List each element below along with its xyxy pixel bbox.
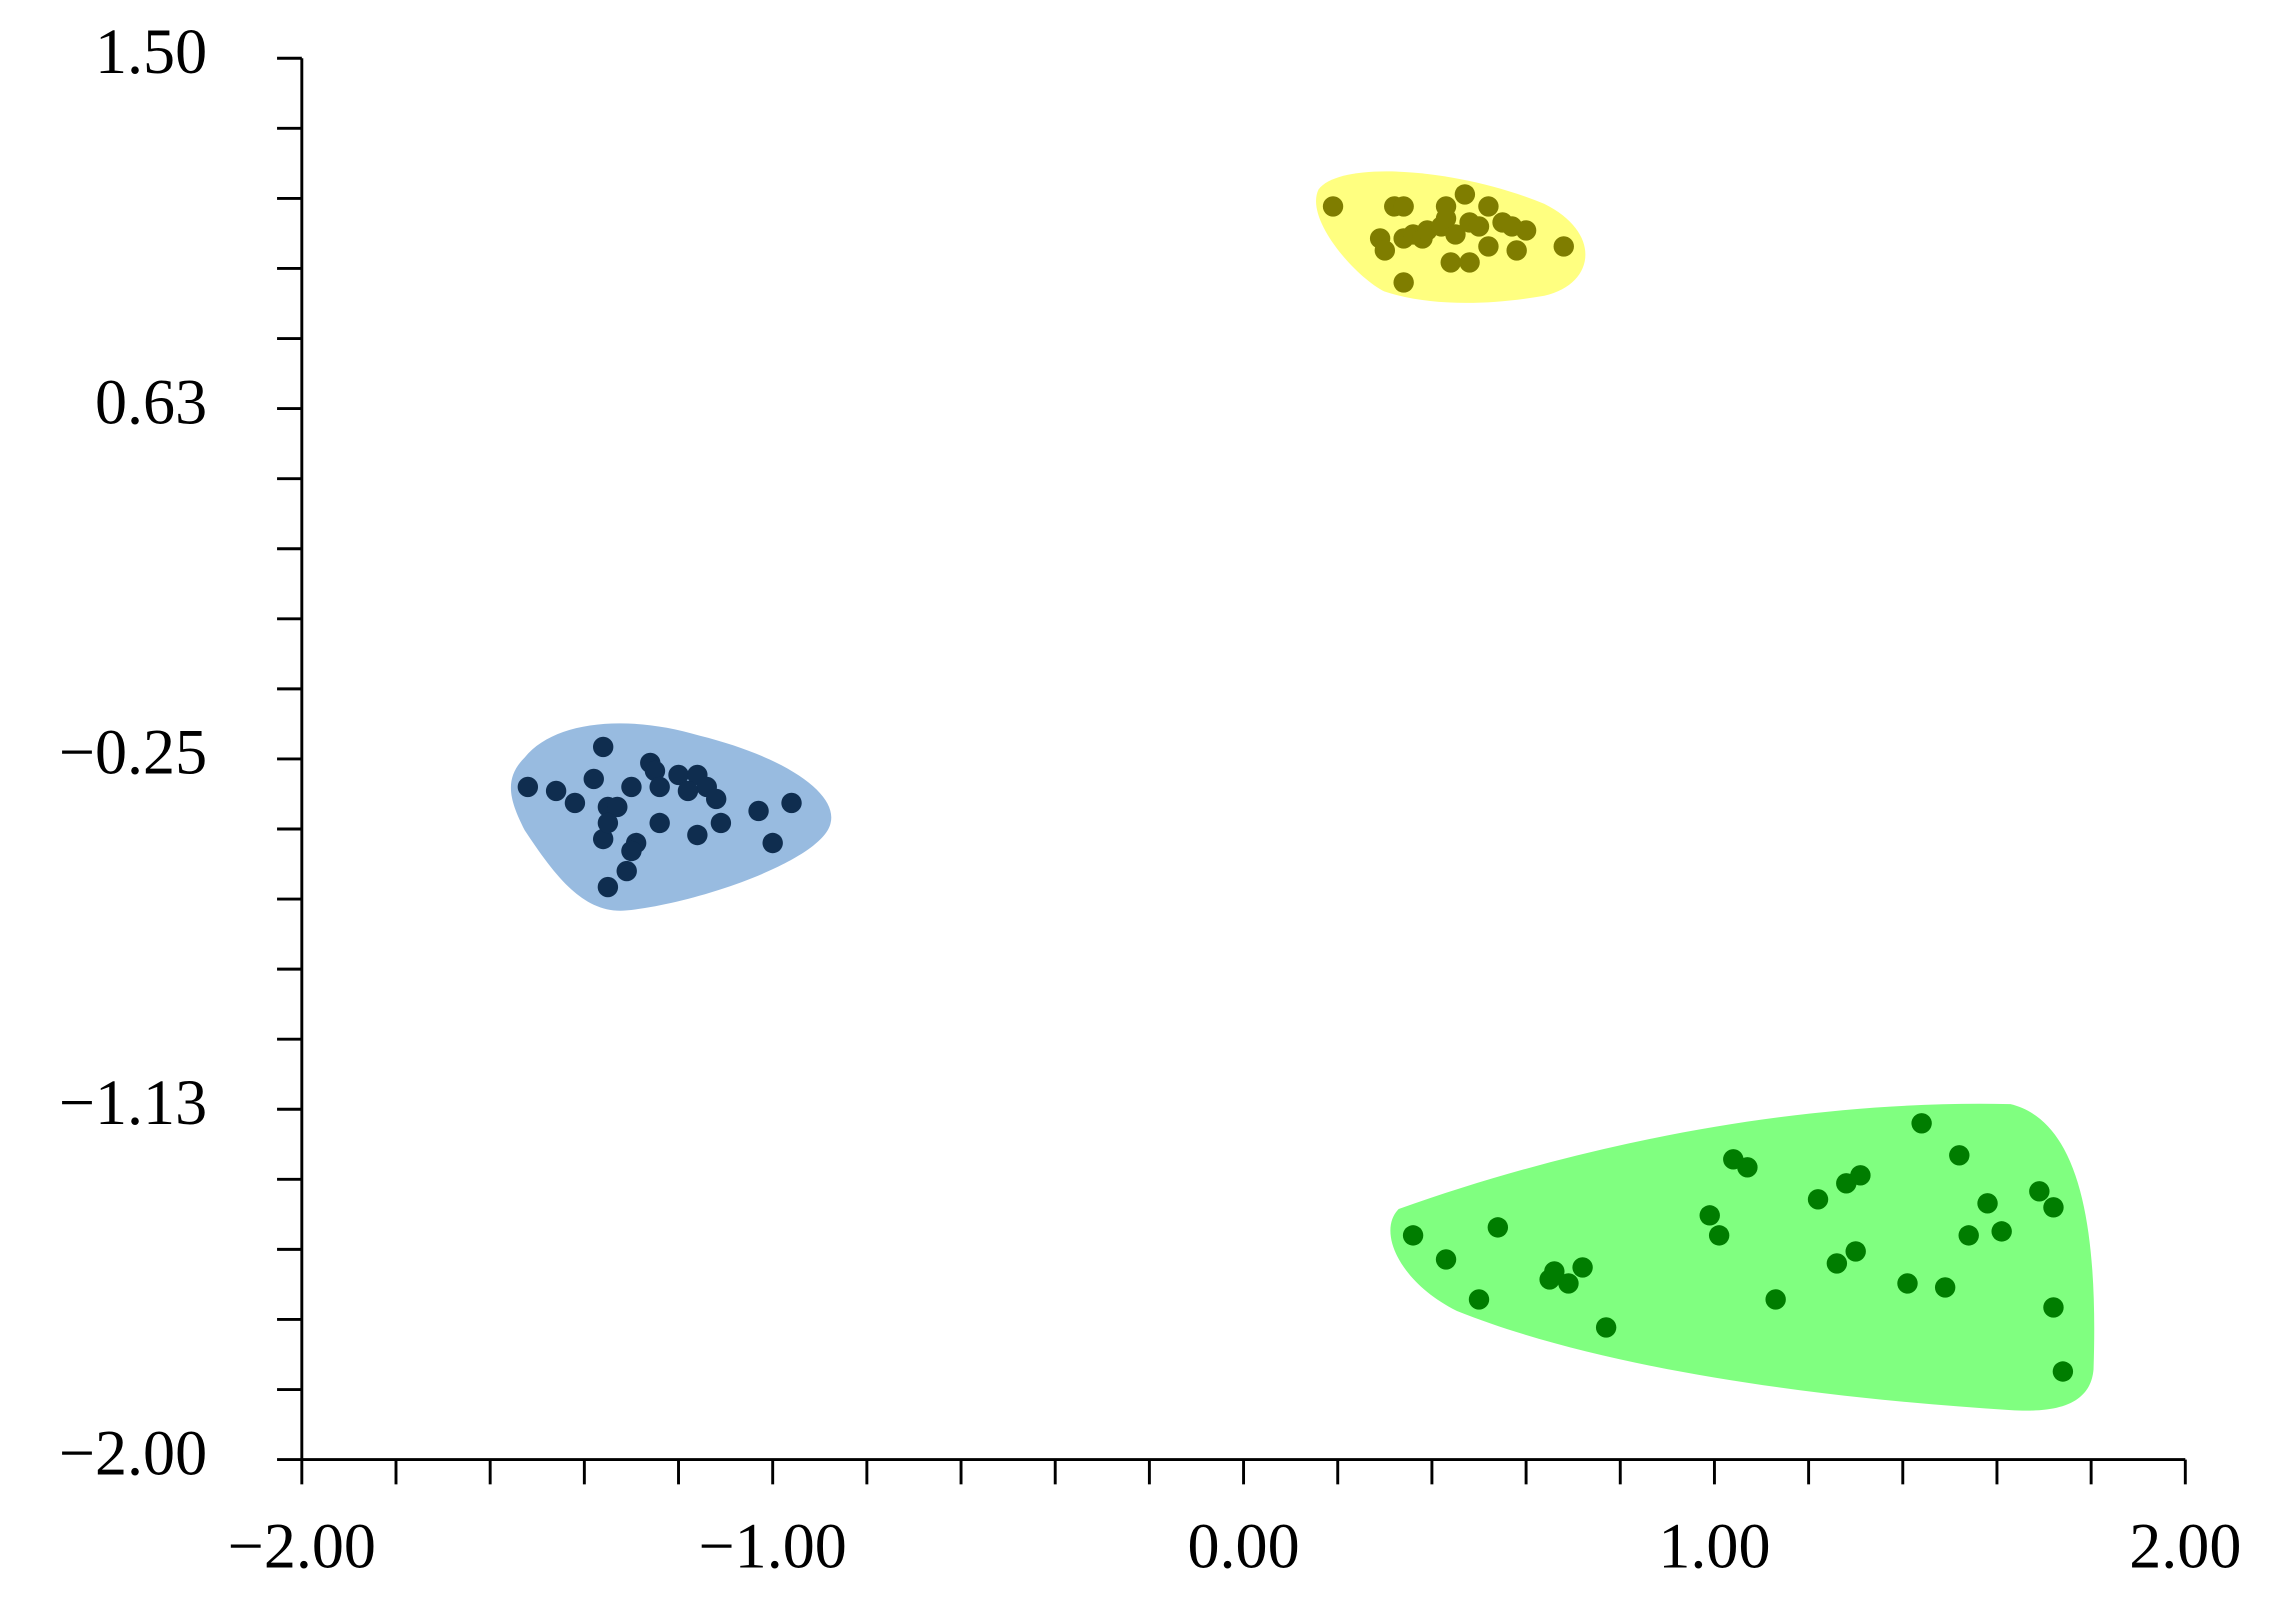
- point: [649, 812, 670, 834]
- point: [781, 792, 802, 814]
- point: [597, 812, 619, 834]
- point: [621, 776, 642, 798]
- point: [597, 876, 619, 898]
- point: [1977, 1193, 1998, 1214]
- point: [762, 832, 783, 854]
- point: [1393, 196, 1414, 217]
- point: [592, 736, 614, 758]
- point: [517, 776, 539, 798]
- point: [2029, 1181, 2050, 1202]
- point: [649, 776, 670, 798]
- point: [1454, 184, 1476, 205]
- x-tick-label: −2.00: [228, 1511, 376, 1582]
- point: [2043, 1197, 2064, 1218]
- point: [705, 788, 727, 810]
- point: [1402, 1225, 1424, 1246]
- point: [1506, 240, 1527, 261]
- point: [2043, 1297, 2064, 1318]
- point: [748, 800, 769, 822]
- point: [1991, 1221, 2012, 1242]
- point: [668, 764, 689, 786]
- point: [1544, 1261, 1565, 1282]
- y-tick-label: 0.63: [95, 366, 207, 437]
- point: [1468, 216, 1490, 237]
- cluster-region: [1390, 1103, 2095, 1411]
- point: [1737, 1157, 1758, 1178]
- point: [1699, 1205, 1720, 1226]
- x-tick-label: 1.00: [1658, 1511, 1770, 1582]
- point: [1322, 196, 1344, 217]
- point: [1934, 1277, 1956, 1298]
- point: [687, 824, 708, 846]
- point: [1468, 1289, 1490, 1310]
- point: [644, 760, 666, 782]
- point: [1765, 1289, 1786, 1310]
- point: [1958, 1225, 1979, 1246]
- point: [710, 812, 732, 834]
- point: [1440, 252, 1461, 273]
- point: [1435, 1249, 1457, 1270]
- point: [1445, 224, 1466, 245]
- point: [1374, 240, 1396, 261]
- point: [1708, 1225, 1730, 1246]
- point: [2052, 1361, 2074, 1382]
- point: [1949, 1145, 1970, 1166]
- point: [1845, 1241, 1866, 1262]
- x-tick-label: −1.00: [699, 1511, 847, 1582]
- point: [592, 828, 614, 850]
- point: [1487, 1217, 1509, 1238]
- point: [1553, 236, 1574, 257]
- point: [1459, 252, 1480, 273]
- y-tick-label: −2.00: [59, 1417, 207, 1488]
- point: [621, 840, 642, 862]
- point: [1478, 236, 1499, 257]
- x-tick-label: 0.00: [1187, 1511, 1299, 1582]
- y-tick-label: −1.13: [59, 1067, 207, 1138]
- point: [616, 860, 637, 882]
- point: [1897, 1273, 1918, 1294]
- point: [607, 796, 628, 818]
- x-tick-label: 2.00: [2129, 1511, 2241, 1582]
- point: [677, 780, 699, 802]
- point: [545, 780, 567, 802]
- point: [1393, 272, 1414, 293]
- y-tick-label: −0.25: [59, 717, 207, 788]
- point: [1515, 220, 1537, 241]
- point: [1807, 1189, 1829, 1210]
- point: [1850, 1165, 1871, 1186]
- y-tick-label: 1.50: [95, 16, 207, 87]
- point: [1826, 1253, 1848, 1274]
- point: [1572, 1257, 1593, 1278]
- point: [1911, 1113, 1932, 1134]
- cluster-region: [510, 723, 832, 911]
- point: [564, 792, 586, 814]
- point: [1558, 1273, 1579, 1294]
- point: [1478, 196, 1499, 217]
- point: [1595, 1317, 1617, 1338]
- point: [1435, 208, 1457, 229]
- point: [583, 768, 604, 790]
